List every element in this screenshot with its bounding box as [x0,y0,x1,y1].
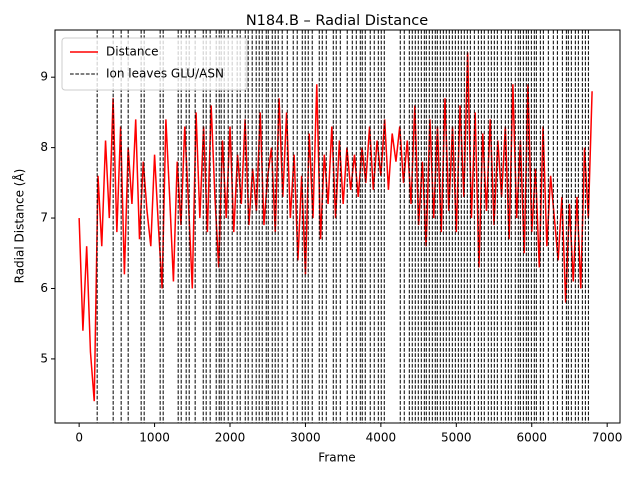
y-tick-label: 8 [40,140,48,154]
y-axis-label: Radial Distance (Å) [12,169,27,284]
x-tick-label: 4000 [366,431,397,445]
x-tick-label: 0 [75,431,83,445]
y-tick-label: 7 [40,211,48,225]
legend-label: Distance [106,45,158,59]
x-tick-label: 2000 [215,431,246,445]
x-tick-label: 1000 [139,431,170,445]
x-axis-label: Frame [318,451,355,465]
x-tick-label: 5000 [441,431,472,445]
y-tick-label: 9 [40,70,48,84]
chart-title: N184.B – Radial Distance [246,13,428,29]
legend-label: Ion leaves GLU/ASN [106,67,224,81]
legend-box [61,37,248,91]
x-tick-label: 6000 [516,431,547,445]
x-tick-label: 7000 [592,431,623,445]
x-tick-label: 3000 [290,431,321,445]
distance-line [78,52,593,402]
y-tick-label: 5 [40,351,48,365]
y-tick-label: 6 [40,281,48,295]
plot-frame [54,29,621,424]
